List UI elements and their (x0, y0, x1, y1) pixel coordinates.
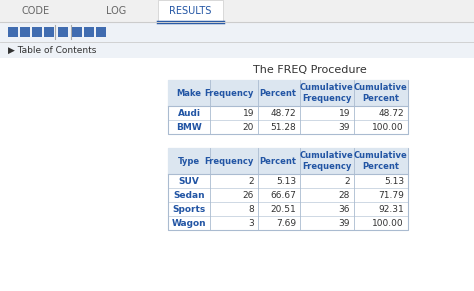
Bar (0, 58, 474, 291)
Text: Sports: Sports (173, 205, 206, 214)
Text: Percent: Percent (259, 157, 296, 166)
Text: 92.31: 92.31 (378, 205, 404, 214)
Text: 39: 39 (338, 219, 350, 228)
Text: 5.13: 5.13 (276, 177, 296, 185)
Text: 48.72: 48.72 (270, 109, 296, 118)
Text: 19: 19 (243, 109, 254, 118)
Text: SUV: SUV (179, 177, 200, 185)
Text: 7.69: 7.69 (276, 219, 296, 228)
Text: 36: 36 (338, 205, 350, 214)
Bar (8, 27, 18, 37)
Bar (0, 22, 474, 42)
Text: Wagon: Wagon (172, 219, 206, 228)
Bar (84, 27, 94, 37)
Text: 19: 19 (338, 109, 350, 118)
Text: 28: 28 (338, 191, 350, 200)
Text: Cumulative
Frequency: Cumulative Frequency (300, 151, 354, 171)
Text: LOG: LOG (106, 6, 126, 16)
Text: The FREQ Procedure: The FREQ Procedure (253, 65, 367, 75)
Bar (20, 27, 30, 37)
Bar (168, 80, 408, 106)
Text: 48.72: 48.72 (378, 109, 404, 118)
Text: 100.00: 100.00 (373, 219, 404, 228)
Text: 2: 2 (248, 177, 254, 185)
Bar (168, 148, 408, 230)
Text: Sedan: Sedan (173, 191, 205, 200)
Text: RESULTS: RESULTS (169, 6, 212, 16)
Text: Type: Type (178, 157, 200, 166)
Bar (168, 148, 408, 174)
Bar (96, 27, 106, 37)
Text: 2: 2 (345, 177, 350, 185)
Bar (32, 27, 42, 37)
Text: 5.13: 5.13 (384, 177, 404, 185)
Text: 8: 8 (248, 205, 254, 214)
Text: 39: 39 (338, 123, 350, 132)
Text: Audi: Audi (177, 109, 201, 118)
Bar (72, 27, 82, 37)
Text: CODE: CODE (22, 6, 50, 16)
Bar (0, 0, 474, 22)
Text: Cumulative
Frequency: Cumulative Frequency (300, 83, 354, 103)
Text: Cumulative
Percent: Cumulative Percent (354, 83, 408, 103)
Text: 26: 26 (243, 191, 254, 200)
Text: 3: 3 (248, 219, 254, 228)
Text: ▶ Table of Contents: ▶ Table of Contents (8, 45, 96, 54)
Text: Percent: Percent (259, 88, 296, 97)
Text: 100.00: 100.00 (373, 123, 404, 132)
Text: 20: 20 (243, 123, 254, 132)
Bar (158, 0, 223, 22)
Bar (44, 27, 54, 37)
Text: 71.79: 71.79 (378, 191, 404, 200)
Bar (168, 80, 408, 134)
Text: Frequency: Frequency (205, 88, 254, 97)
Text: Cumulative
Percent: Cumulative Percent (354, 151, 408, 171)
Text: Frequency: Frequency (205, 157, 254, 166)
Text: 20.51: 20.51 (270, 205, 296, 214)
Text: BMW: BMW (176, 123, 202, 132)
Text: Make: Make (176, 88, 201, 97)
Text: 51.28: 51.28 (270, 123, 296, 132)
Bar (58, 27, 68, 37)
Text: 66.67: 66.67 (270, 191, 296, 200)
